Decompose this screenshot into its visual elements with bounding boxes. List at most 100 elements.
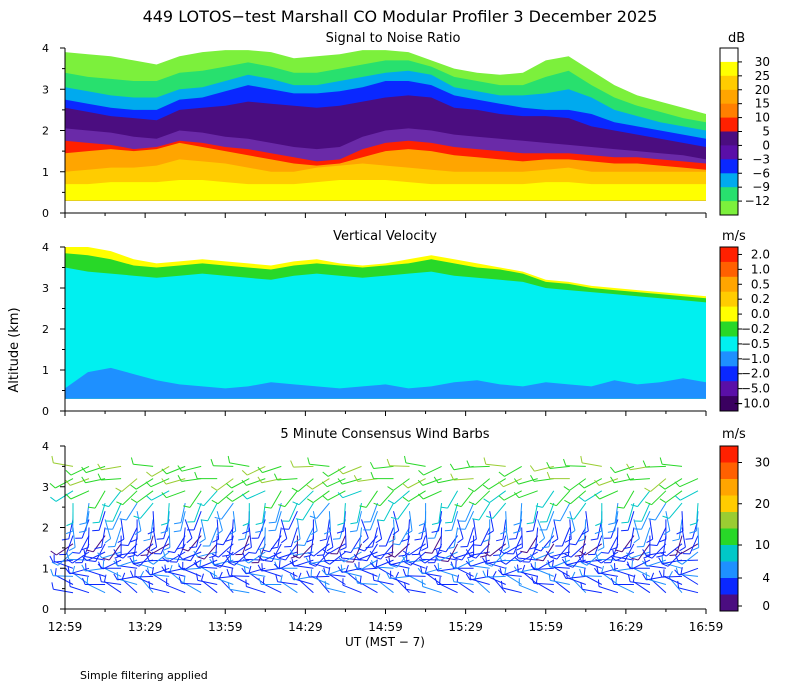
wind-barb: [213, 570, 234, 585]
wind-barb: [306, 478, 330, 490]
wind-barb: [483, 490, 506, 504]
wind-barb: [169, 564, 186, 585]
wind-barb: [194, 471, 218, 480]
wind-barb: [82, 577, 106, 585]
wind-barb: [311, 511, 318, 536]
wind-barb: [339, 527, 347, 551]
wind-barb: [88, 490, 106, 509]
wind-barb: [72, 535, 90, 554]
wind-barb: [307, 457, 330, 467]
wind-barb: [164, 564, 186, 577]
wind-barb: [439, 576, 458, 594]
wind-barb: [116, 490, 138, 506]
wind-barb: [242, 551, 266, 564]
wind-barb: [363, 511, 378, 531]
wind-barb: [689, 503, 699, 526]
wind-barb: [292, 543, 314, 559]
wind-barb: [184, 519, 193, 544]
wind-barb: [578, 478, 603, 489]
wind-barb: [238, 519, 250, 541]
wind-barb: [528, 527, 539, 550]
wind-barb: [199, 519, 206, 544]
wind-barb: [582, 554, 602, 569]
y-tick-label: 0: [42, 603, 49, 616]
wind-barb: [210, 458, 234, 467]
wind-barb: [466, 535, 475, 559]
wind-barb: [216, 511, 223, 536]
wind-barb: [643, 535, 651, 559]
wind-barb: [404, 455, 426, 467]
wind-barb: [177, 551, 202, 560]
wind-barb: [183, 490, 202, 508]
wind-barb: [121, 527, 138, 546]
wind-barb: [621, 502, 635, 524]
wind-barb: [549, 490, 571, 507]
wind-barb: [130, 490, 154, 504]
wind-barb: [680, 567, 699, 585]
colorbar-swatch: [720, 561, 738, 579]
wind-barb: [65, 490, 90, 500]
wind-barb: [514, 551, 538, 563]
wind-barb: [92, 502, 106, 524]
wind-barb: [642, 549, 666, 556]
wind-barb: [385, 572, 410, 579]
colorbar-label: 0.0: [751, 307, 770, 321]
wind-barb: [468, 490, 491, 506]
wind-barb: [561, 535, 571, 559]
wind-barb: [88, 543, 106, 562]
wind-barb: [187, 502, 202, 523]
wind-barb: [574, 535, 587, 557]
colorbar-swatch: [720, 351, 738, 367]
wind-barb: [659, 490, 683, 504]
wind-barb: [264, 543, 282, 562]
wind-barb: [97, 463, 122, 471]
y-axis-label: Altitude (km): [7, 307, 22, 392]
wind-barb: [506, 535, 523, 555]
wind-barb: [226, 543, 250, 556]
wind-barb: [594, 478, 619, 486]
wind-barb: [134, 511, 142, 536]
colorbar-swatch: [720, 479, 738, 496]
wind-barb: [309, 555, 330, 569]
wind-barb: [245, 579, 266, 594]
wind-barb: [280, 574, 298, 594]
wind-barb: [610, 577, 634, 585]
wind-barb: [322, 490, 346, 501]
wind-barb: [482, 478, 506, 490]
wind-barb: [682, 535, 699, 555]
wind-barb: [262, 576, 282, 594]
wind-barb: [307, 490, 330, 504]
wind-barb: [86, 576, 106, 594]
y-tick-label: 2: [42, 323, 49, 336]
wind-barb: [580, 455, 602, 467]
colorbar-swatch: [720, 578, 738, 595]
wind-barb: [630, 490, 651, 508]
colorbar-swatch: [720, 261, 738, 278]
wind-barb: [177, 465, 202, 472]
colorbar-swatch: [720, 103, 738, 119]
wind-barb: [545, 550, 570, 558]
wind-barb: [515, 551, 538, 561]
wind-barb: [50, 490, 74, 502]
wind-barb: [500, 580, 522, 594]
wind-barb: [520, 535, 539, 554]
wind-barb: [470, 519, 477, 544]
wind-barb: [553, 502, 571, 522]
wind-barb: [663, 569, 683, 585]
wind-barb: [531, 576, 554, 585]
wind-barb: [469, 572, 490, 585]
wind-barb: [555, 527, 571, 547]
wind-barb: [290, 535, 298, 559]
wind-barb: [444, 511, 459, 532]
wind-barb: [674, 478, 699, 488]
wind-barb: [153, 535, 170, 555]
wind-barb: [148, 580, 170, 594]
wind-barb: [474, 572, 491, 594]
wind-barb: [387, 490, 410, 505]
wind-barb: [264, 490, 282, 509]
wind-barb: [487, 511, 494, 536]
wind-barb: [209, 535, 218, 559]
colorbar-label: 0: [762, 599, 770, 613]
wind-barb: [353, 551, 378, 560]
wind-barb: [79, 503, 90, 525]
